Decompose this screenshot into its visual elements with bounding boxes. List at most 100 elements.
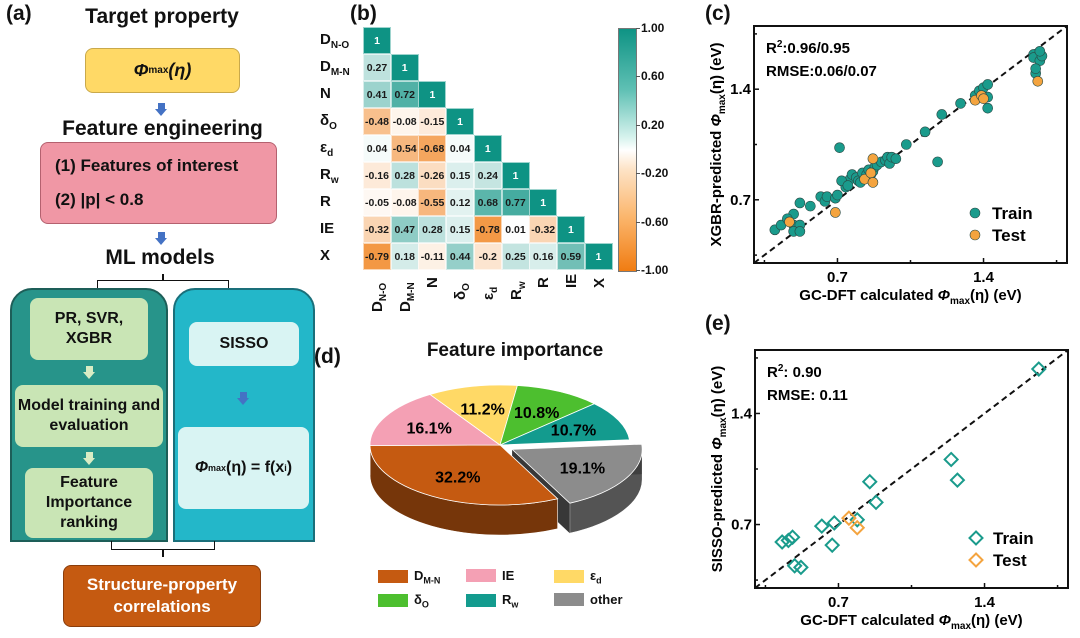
r2-annotation: R2:0.96/0.95 <box>766 39 850 57</box>
data-point-train <box>794 226 806 237</box>
formula-end: ) <box>286 459 293 476</box>
arrow-down-icon <box>83 366 96 379</box>
legend-label-train: Train <box>993 529 1034 548</box>
rmse-annotation: RMSE: 0.11 <box>767 387 848 404</box>
heatmap-cell: -0.08 <box>390 108 419 135</box>
heatmap-cell: 1 <box>501 162 530 189</box>
pie-title: Feature importance <box>426 340 604 361</box>
data-point-test <box>784 216 795 228</box>
panel-label-c: (c) <box>705 2 731 25</box>
legend-swatch <box>466 569 496 582</box>
data-point-train <box>932 156 943 168</box>
data-point-train <box>861 473 878 490</box>
formula-index: i <box>284 463 287 473</box>
pie-legend-item: Rw <box>466 592 518 610</box>
data-point-train <box>794 197 806 209</box>
y-tick-label: 0.7 <box>731 517 752 534</box>
data-point-train <box>1030 361 1047 377</box>
legend-label: IE <box>502 568 515 583</box>
colorbar-tick <box>636 270 640 271</box>
legend-label-test: Test <box>992 226 1026 245</box>
colorbar-tick-label: -0.20 <box>641 166 669 181</box>
heatmap-cell: 0.27 <box>363 54 391 81</box>
x-tick-label: 0.7 <box>828 594 849 611</box>
heatmap-col-label: R <box>535 277 553 288</box>
heatmap-cell: 0.28 <box>390 162 419 189</box>
heatmap-col-label: εd <box>479 286 500 300</box>
data-point-train <box>955 98 966 109</box>
heatmap-cell: -0.54 <box>390 135 419 162</box>
pie-slice-label: 32.2% <box>435 470 480 487</box>
heatmap-col-label: N <box>424 277 442 288</box>
r2-annotation: R2: 0.90 <box>767 363 822 381</box>
panel-label-b: (b) <box>350 2 377 25</box>
x-tick-label: 1.4 <box>974 594 996 611</box>
colorbar-tick-label: -1.00 <box>641 263 669 277</box>
y-tick-label: 1.4 <box>731 405 753 422</box>
pie-legend-item: IE <box>466 568 514 583</box>
legend-label-test: Test <box>993 551 1027 570</box>
x-axis-label: GC-DFT calculated Φmax(η) (eV) <box>799 287 1021 307</box>
structure-property-box: Structure-property correlations <box>63 565 261 627</box>
heatmap-cell: 0.18 <box>390 243 419 270</box>
heatmap-cell: 1 <box>390 54 419 81</box>
heatmap-col-label: DM-N <box>396 282 417 312</box>
heatmap-row-label: εd <box>320 139 334 159</box>
panel-label-d: (d) <box>314 345 341 368</box>
colorbar-tick-label: -0.60 <box>641 214 669 229</box>
x-tick-label: 0.7 <box>827 269 848 286</box>
data-point-train <box>832 189 843 201</box>
colorbar-tick <box>636 28 640 29</box>
phi-symbol: Φ <box>133 60 149 80</box>
data-point-test <box>840 510 857 527</box>
data-point-test <box>867 177 879 188</box>
feature-importance-pie: 19.1% 32.2% 16.1% 11.2% 10.8%10.7% <box>369 384 643 536</box>
data-point-train <box>901 139 912 150</box>
colorbar <box>618 28 637 272</box>
data-point-test <box>830 207 841 218</box>
heatmap-col-label: δO <box>452 283 473 300</box>
regression-models-box: PR, SVR, XGBR <box>30 298 148 360</box>
reference-line <box>754 349 1069 589</box>
data-point-train <box>774 534 791 550</box>
data-point-train <box>780 532 797 549</box>
heatmap-cell: -0.26 <box>418 162 447 189</box>
heatmap-cell: -0.48 <box>363 108 391 135</box>
data-point-test <box>1032 76 1044 87</box>
heatmap-cell: -0.32 <box>529 216 558 243</box>
reference-line <box>753 25 1068 264</box>
y-tick-label: 1.4 <box>730 81 752 98</box>
heatmap-cell: 0.59 <box>556 243 585 270</box>
data-point-test <box>849 519 866 536</box>
heatmap-cell: 1 <box>418 81 447 108</box>
feature-engineering-title: Feature engineering <box>62 117 263 140</box>
heatmap-cell: 1 <box>446 108 475 135</box>
feature-criterion-2: (2) |p| < 0.8 <box>55 190 144 209</box>
heatmap-cell: 1 <box>363 27 391 54</box>
bracket-bottom-stem <box>162 549 164 557</box>
colorbar-tick <box>636 173 640 175</box>
phi-subscript: max <box>208 463 227 473</box>
legend-swatch <box>554 593 584 606</box>
data-point-train <box>982 79 994 90</box>
heatmap-cell: 0.28 <box>418 216 447 243</box>
heatmap-cell: -0.2 <box>473 243 502 270</box>
heatmap-cell: -0.68 <box>418 135 447 162</box>
arrow-down-icon <box>155 103 168 116</box>
pie-slice <box>511 443 643 504</box>
feature-engineering-box: (1) Features of interest (2) |p| < 0.8 <box>40 142 277 224</box>
model-training-box: Model training and evaluation <box>15 385 163 447</box>
legend-marker-test <box>968 552 984 568</box>
heatmap-row-label: DN-O <box>320 31 350 51</box>
arrow-down-icon <box>83 452 96 465</box>
colorbar-tick <box>636 76 640 78</box>
data-point-train <box>936 109 948 120</box>
data-point-train <box>849 511 866 528</box>
data-point-train <box>805 200 816 212</box>
legend-marker-test <box>969 229 981 241</box>
panel-label-a: (a) <box>6 2 32 25</box>
heatmap-col-label: X <box>590 277 608 288</box>
pie-slice <box>499 403 630 446</box>
